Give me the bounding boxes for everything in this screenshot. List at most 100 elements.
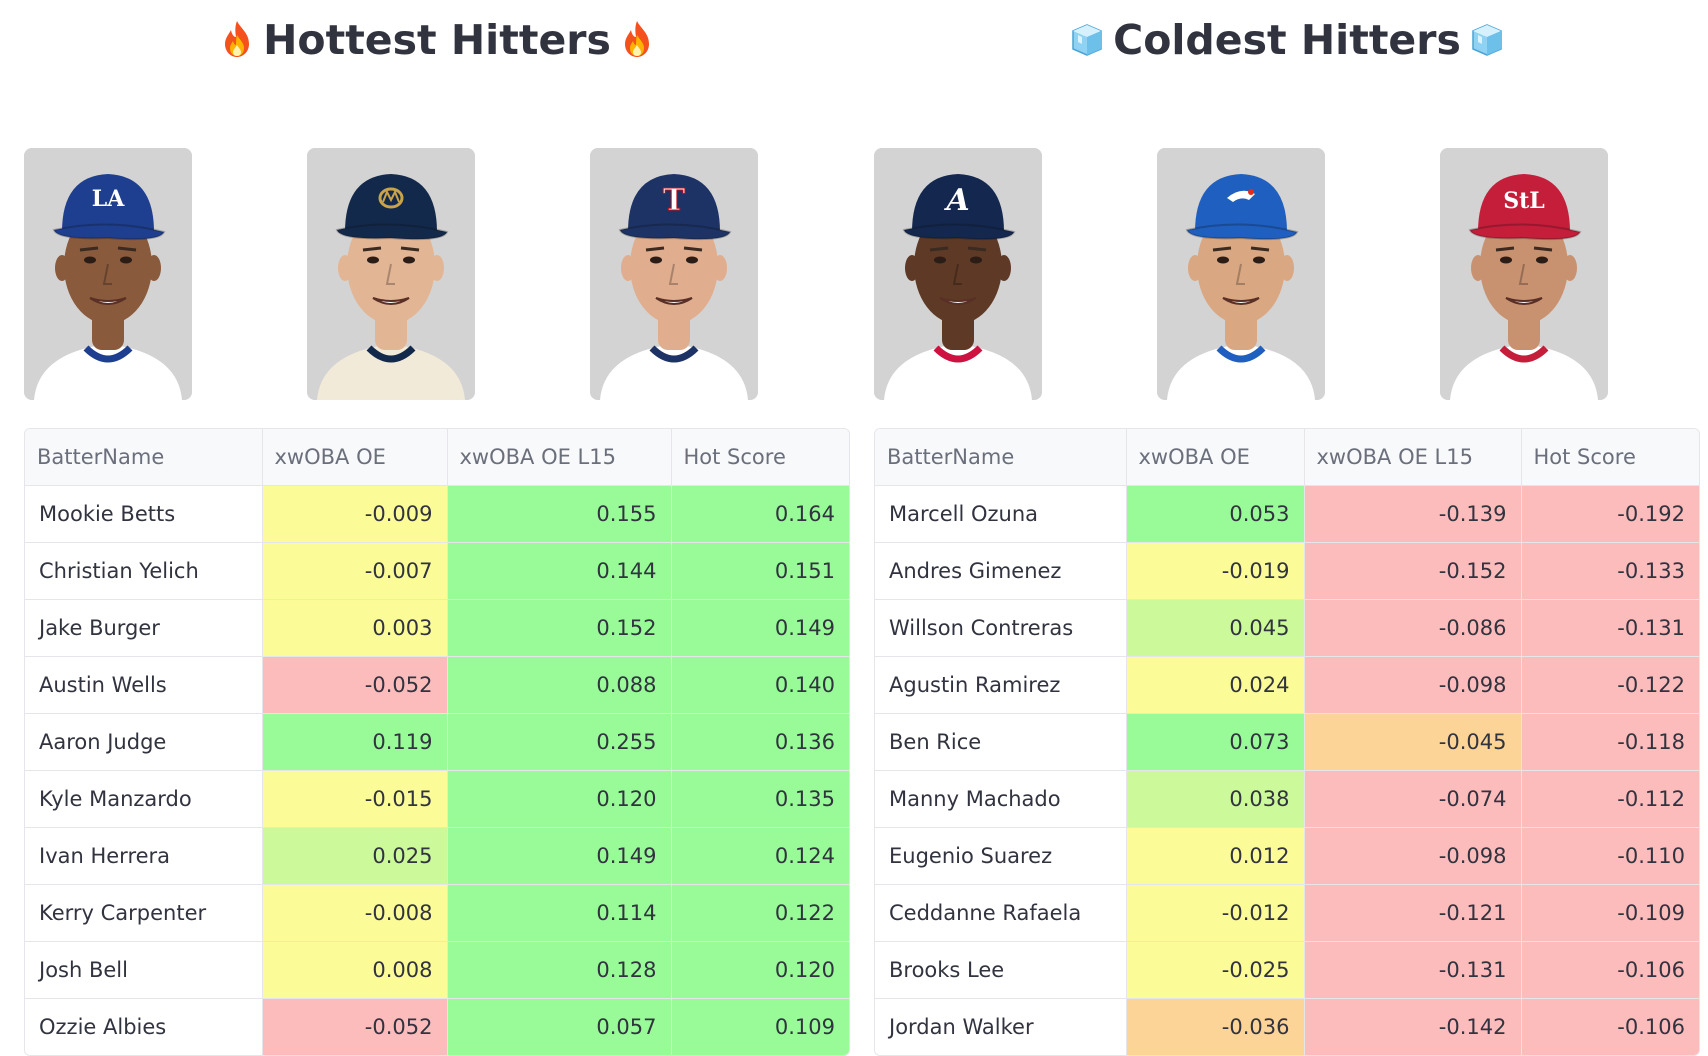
xwoba-oe-cell[interactable]: 0.025	[262, 827, 448, 885]
table-row[interactable]: Aaron Judge 0.119 0.255 0.136	[25, 713, 849, 771]
table-row[interactable]: Ozzie Albies -0.052 0.057 0.109	[25, 998, 849, 1055]
xwoba-oe-l15-cell[interactable]: 0.149	[447, 827, 672, 885]
column-header-hot-score[interactable]: Hot Score	[1521, 429, 1699, 486]
coldest-hitters-table[interactable]: BatterName xwOBA OE xwOBA OE L15 Hot Sco…	[874, 428, 1700, 1056]
table-row[interactable]: Eugenio Suarez 0.012 -0.098 -0.110	[875, 827, 1699, 885]
table-row[interactable]: Kyle Manzardo -0.015 0.120 0.135	[25, 770, 849, 828]
table-row[interactable]: Josh Bell 0.008 0.128 0.120	[25, 941, 849, 999]
hot-score-cell[interactable]: 0.136	[671, 713, 849, 771]
xwoba-oe-l15-cell[interactable]: -0.121	[1304, 884, 1522, 942]
xwoba-oe-cell[interactable]: -0.052	[262, 656, 448, 714]
table-row[interactable]: Brooks Lee -0.025 -0.131 -0.106	[875, 941, 1699, 999]
batter-name-cell[interactable]: Ceddanne Rafaela	[875, 884, 1127, 942]
table-row[interactable]: Ivan Herrera 0.025 0.149 0.124	[25, 827, 849, 885]
xwoba-oe-l15-cell[interactable]: -0.152	[1304, 542, 1522, 600]
column-header-hot-score[interactable]: Hot Score	[671, 429, 849, 486]
column-header-xwoba-oe[interactable]: xwOBA OE	[262, 429, 448, 486]
column-header-xwoba-oe[interactable]: xwOBA OE	[1126, 429, 1305, 486]
batter-name-cell[interactable]: Ozzie Albies	[25, 998, 263, 1055]
xwoba-oe-l15-cell[interactable]: 0.088	[447, 656, 672, 714]
table-row[interactable]: Jordan Walker -0.036 -0.142 -0.106	[875, 998, 1699, 1055]
xwoba-oe-cell[interactable]: -0.012	[1126, 884, 1305, 942]
hot-score-cell[interactable]: 0.149	[671, 599, 849, 657]
xwoba-oe-cell[interactable]: 0.119	[262, 713, 448, 771]
batter-name-cell[interactable]: Josh Bell	[25, 941, 263, 999]
xwoba-oe-cell[interactable]: 0.024	[1126, 656, 1305, 714]
hot-score-cell[interactable]: 0.120	[671, 941, 849, 999]
xwoba-oe-l15-cell[interactable]: -0.131	[1304, 941, 1522, 999]
xwoba-oe-cell[interactable]: -0.052	[262, 998, 448, 1055]
table-row[interactable]: Ben Rice 0.073 -0.045 -0.118	[875, 713, 1699, 771]
hot-score-cell[interactable]: -0.106	[1521, 998, 1699, 1055]
hot-score-cell[interactable]: 0.164	[671, 485, 849, 543]
table-row[interactable]: Christian Yelich -0.007 0.144 0.151	[25, 542, 849, 600]
xwoba-oe-cell[interactable]: -0.015	[262, 770, 448, 828]
table-row[interactable]: Willson Contreras 0.045 -0.086 -0.131	[875, 599, 1699, 657]
batter-name-cell[interactable]: Aaron Judge	[25, 713, 263, 771]
hot-score-cell[interactable]: 0.140	[671, 656, 849, 714]
xwoba-oe-l15-cell[interactable]: -0.074	[1304, 770, 1522, 828]
column-header-xwoba-oe-l15[interactable]: xwOBA OE L15	[447, 429, 672, 486]
batter-name-cell[interactable]: Christian Yelich	[25, 542, 263, 600]
hot-score-cell[interactable]: 0.109	[671, 998, 849, 1055]
batter-name-cell[interactable]: Jake Burger	[25, 599, 263, 657]
xwoba-oe-cell[interactable]: 0.003	[262, 599, 448, 657]
column-header-battername[interactable]: BatterName	[875, 429, 1127, 486]
hot-score-cell[interactable]: -0.133	[1521, 542, 1699, 600]
table-row[interactable]: Ceddanne Rafaela -0.012 -0.121 -0.109	[875, 884, 1699, 942]
hottest-hitters-table[interactable]: BatterName xwOBA OE xwOBA OE L15 Hot Sco…	[24, 428, 850, 1056]
xwoba-oe-cell[interactable]: 0.012	[1126, 827, 1305, 885]
xwoba-oe-cell[interactable]: 0.053	[1126, 485, 1305, 543]
xwoba-oe-cell[interactable]: 0.038	[1126, 770, 1305, 828]
batter-name-cell[interactable]: Willson Contreras	[875, 599, 1127, 657]
xwoba-oe-cell[interactable]: 0.073	[1126, 713, 1305, 771]
xwoba-oe-l15-cell[interactable]: -0.045	[1304, 713, 1522, 771]
hot-score-cell[interactable]: 0.135	[671, 770, 849, 828]
hot-score-cell[interactable]: -0.109	[1521, 884, 1699, 942]
batter-name-cell[interactable]: Manny Machado	[875, 770, 1127, 828]
batter-name-cell[interactable]: Mookie Betts	[25, 485, 263, 543]
xwoba-oe-l15-cell[interactable]: -0.139	[1304, 485, 1522, 543]
hot-score-cell[interactable]: -0.122	[1521, 656, 1699, 714]
xwoba-oe-l15-cell[interactable]: -0.086	[1304, 599, 1522, 657]
table-row[interactable]: Austin Wells -0.052 0.088 0.140	[25, 656, 849, 714]
batter-name-cell[interactable]: Austin Wells	[25, 656, 263, 714]
table-row[interactable]: Jake Burger 0.003 0.152 0.149	[25, 599, 849, 657]
column-header-xwoba-oe-l15[interactable]: xwOBA OE L15	[1304, 429, 1522, 486]
xwoba-oe-cell[interactable]: -0.025	[1126, 941, 1305, 999]
xwoba-oe-l15-cell[interactable]: 0.114	[447, 884, 672, 942]
batter-name-cell[interactable]: Agustin Ramirez	[875, 656, 1127, 714]
hot-score-cell[interactable]: -0.106	[1521, 941, 1699, 999]
batter-name-cell[interactable]: Kerry Carpenter	[25, 884, 263, 942]
xwoba-oe-cell[interactable]: 0.045	[1126, 599, 1305, 657]
batter-name-cell[interactable]: Andres Gimenez	[875, 542, 1127, 600]
hot-score-cell[interactable]: 0.122	[671, 884, 849, 942]
batter-name-cell[interactable]: Jordan Walker	[875, 998, 1127, 1055]
xwoba-oe-l15-cell[interactable]: 0.152	[447, 599, 672, 657]
batter-name-cell[interactable]: Marcell Ozuna	[875, 485, 1127, 543]
xwoba-oe-l15-cell[interactable]: 0.144	[447, 542, 672, 600]
batter-name-cell[interactable]: Kyle Manzardo	[25, 770, 263, 828]
xwoba-oe-l15-cell[interactable]: -0.142	[1304, 998, 1522, 1055]
hot-score-cell[interactable]: -0.192	[1521, 485, 1699, 543]
table-row[interactable]: Andres Gimenez -0.019 -0.152 -0.133	[875, 542, 1699, 600]
xwoba-oe-cell[interactable]: -0.008	[262, 884, 448, 942]
column-header-battername[interactable]: BatterName	[25, 429, 263, 486]
batter-name-cell[interactable]: Eugenio Suarez	[875, 827, 1127, 885]
xwoba-oe-cell[interactable]: 0.008	[262, 941, 448, 999]
table-row[interactable]: Agustin Ramirez 0.024 -0.098 -0.122	[875, 656, 1699, 714]
batter-name-cell[interactable]: Brooks Lee	[875, 941, 1127, 999]
table-row[interactable]: Marcell Ozuna 0.053 -0.139 -0.192	[875, 485, 1699, 543]
xwoba-oe-l15-cell[interactable]: 0.155	[447, 485, 672, 543]
hot-score-cell[interactable]: -0.110	[1521, 827, 1699, 885]
xwoba-oe-cell[interactable]: -0.009	[262, 485, 448, 543]
xwoba-oe-l15-cell[interactable]: -0.098	[1304, 656, 1522, 714]
xwoba-oe-l15-cell[interactable]: 0.057	[447, 998, 672, 1055]
xwoba-oe-l15-cell[interactable]: 0.120	[447, 770, 672, 828]
table-row[interactable]: Mookie Betts -0.009 0.155 0.164	[25, 485, 849, 543]
table-row[interactable]: Manny Machado 0.038 -0.074 -0.112	[875, 770, 1699, 828]
hot-score-cell[interactable]: 0.124	[671, 827, 849, 885]
xwoba-oe-l15-cell[interactable]: -0.098	[1304, 827, 1522, 885]
hot-score-cell[interactable]: -0.131	[1521, 599, 1699, 657]
xwoba-oe-cell[interactable]: -0.019	[1126, 542, 1305, 600]
